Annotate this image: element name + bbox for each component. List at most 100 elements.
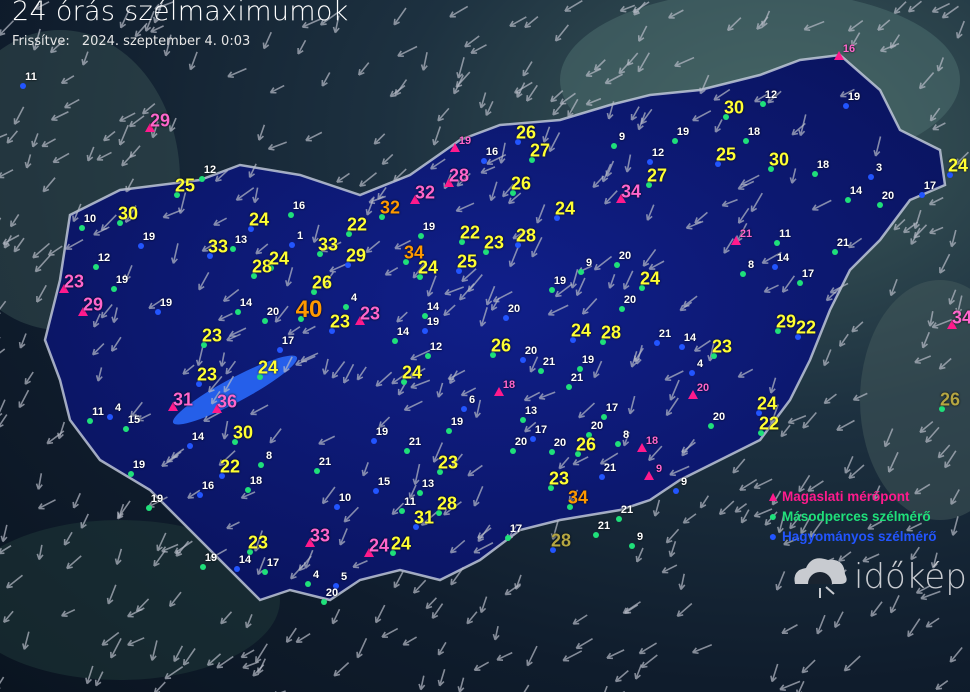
station-marker[interactable] (774, 240, 780, 246)
station-marker[interactable] (554, 215, 560, 221)
station-value[interactable]: 17 (509, 523, 523, 535)
station-marker[interactable] (758, 430, 764, 436)
station-value[interactable]: 13 (421, 478, 435, 490)
station-value[interactable]: 27 (529, 140, 551, 161)
station-marker[interactable] (197, 492, 203, 498)
station-value[interactable]: 24 (257, 357, 279, 378)
station-value[interactable]: 28 (251, 256, 273, 277)
station-marker[interactable] (329, 328, 335, 334)
station-value[interactable]: 11 (25, 71, 37, 83)
station-value[interactable]: 10 (338, 492, 352, 504)
mountain-station-marker[interactable] (834, 51, 844, 60)
station-value[interactable]: 17 (266, 557, 280, 569)
station-marker[interactable] (515, 242, 521, 248)
station-marker[interactable] (599, 474, 605, 480)
station-value[interactable]: 17 (281, 335, 295, 347)
station-value[interactable]: 24 (248, 209, 270, 230)
station-value[interactable]: 33 (317, 234, 339, 255)
station-marker[interactable] (314, 468, 320, 474)
station-value[interactable]: 26 (575, 434, 597, 455)
station-value[interactable]: 18 (747, 126, 761, 138)
station-value[interactable]: 23 (201, 325, 223, 346)
station-marker[interactable] (629, 543, 635, 549)
mountain-station-marker[interactable] (450, 143, 460, 152)
station-value[interactable]: 25 (715, 144, 737, 165)
station-marker[interactable] (219, 473, 225, 479)
station-value[interactable]: 19 (142, 231, 156, 243)
station-value[interactable]: 23 (711, 336, 733, 357)
station-marker[interactable] (795, 334, 801, 340)
station-marker[interactable] (689, 370, 695, 376)
station-marker[interactable] (404, 448, 410, 454)
station-marker[interactable] (288, 212, 294, 218)
mountain-station-marker[interactable] (364, 548, 374, 557)
station-marker[interactable] (343, 304, 349, 310)
station-marker[interactable] (619, 306, 625, 312)
station-marker[interactable] (321, 599, 327, 605)
station-marker[interactable] (843, 103, 849, 109)
station-marker[interactable] (947, 172, 953, 178)
station-marker[interactable] (207, 253, 213, 259)
station-marker[interactable] (436, 510, 442, 516)
station-value[interactable]: 21 (570, 372, 584, 384)
station-marker[interactable] (174, 192, 180, 198)
station-marker[interactable] (530, 436, 536, 442)
station-value[interactable]: 19 (426, 316, 440, 328)
station-marker[interactable] (334, 504, 340, 510)
station-marker[interactable] (679, 344, 685, 350)
mountain-station-marker[interactable] (731, 236, 741, 245)
station-marker[interactable] (654, 340, 660, 346)
station-marker[interactable] (575, 451, 581, 457)
station-value[interactable]: 24 (368, 535, 390, 556)
station-value[interactable]: 21 (318, 456, 332, 468)
station-marker[interactable] (723, 114, 729, 120)
station-value[interactable]: 21 (597, 520, 611, 532)
station-value[interactable]: 9 (680, 476, 688, 488)
station-marker[interactable] (939, 406, 945, 412)
station-marker[interactable] (248, 226, 254, 232)
station-value[interactable]: 15 (127, 414, 141, 426)
station-value[interactable]: 20 (507, 303, 521, 315)
station-value[interactable]: 9 (585, 257, 593, 269)
station-marker[interactable] (262, 318, 268, 324)
station-marker[interactable] (413, 524, 419, 530)
station-value[interactable]: 14 (426, 301, 440, 313)
station-value[interactable]: 25 (456, 251, 478, 272)
station-value[interactable]: 30 (723, 97, 745, 118)
station-value[interactable]: 29 (149, 110, 171, 131)
station-value[interactable]: 14 (683, 332, 697, 344)
station-value[interactable]: 34 (567, 487, 589, 508)
station-marker[interactable] (600, 339, 606, 345)
station-value[interactable]: 22 (219, 456, 241, 477)
station-marker[interactable] (298, 316, 304, 322)
mountain-station-marker[interactable] (644, 471, 654, 480)
station-value[interactable]: 29 (82, 294, 104, 315)
station-marker[interactable] (390, 550, 396, 556)
station-value[interactable]: 20 (524, 345, 538, 357)
station-marker[interactable] (615, 441, 621, 447)
station-value[interactable]: 23 (63, 271, 85, 292)
station-value[interactable]: 19 (422, 221, 436, 233)
station-value[interactable]: 19 (159, 297, 173, 309)
station-value[interactable]: 20 (623, 294, 637, 306)
mountain-station-marker[interactable] (616, 194, 626, 203)
station-value[interactable]: 11 (404, 496, 416, 508)
station-value[interactable]: 14 (191, 431, 205, 443)
station-value[interactable]: 14 (396, 326, 410, 338)
station-marker[interactable] (317, 251, 323, 257)
station-marker[interactable] (107, 414, 113, 420)
station-marker[interactable] (578, 269, 584, 275)
station-marker[interactable] (196, 381, 202, 387)
station-marker[interactable] (311, 289, 317, 295)
station-value[interactable]: 30 (232, 422, 254, 443)
mountain-station-marker[interactable] (494, 387, 504, 396)
station-marker[interactable] (422, 328, 428, 334)
station-value[interactable]: 26 (515, 122, 537, 143)
station-value[interactable]: 22 (795, 317, 817, 338)
station-value[interactable]: 11 (779, 228, 791, 240)
station-value[interactable]: 19 (847, 91, 861, 103)
station-value[interactable]: 19 (676, 126, 690, 138)
station-marker[interactable] (371, 438, 377, 444)
station-marker[interactable] (877, 202, 883, 208)
mountain-station-marker[interactable] (145, 123, 155, 132)
